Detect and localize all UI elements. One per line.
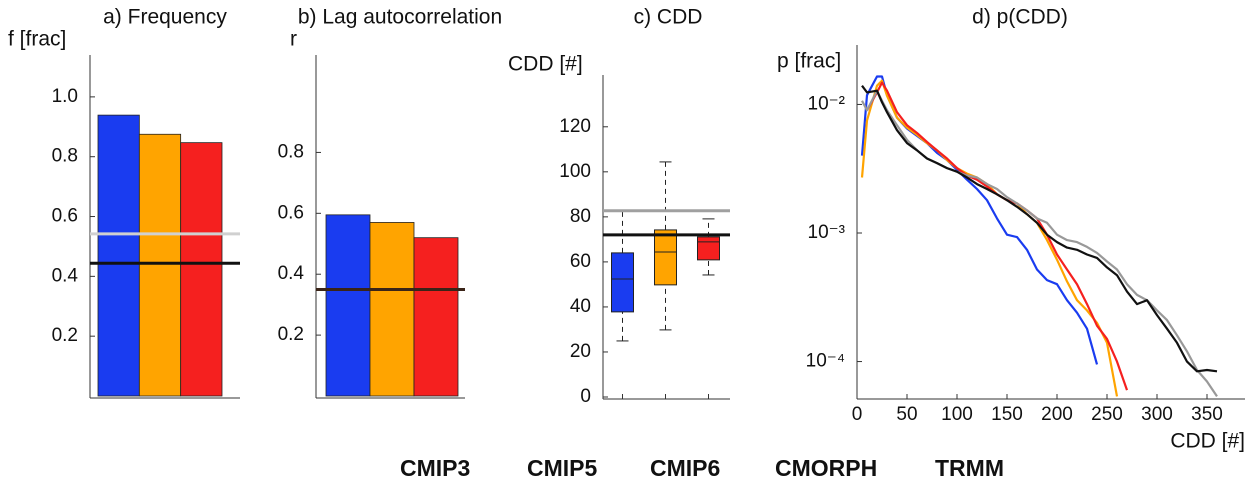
x-tick-label: 250 <box>1091 404 1123 425</box>
y-tick-label: 10⁻⁴ <box>806 351 845 372</box>
legend-entry: CMORPH <box>775 455 877 481</box>
series-line <box>860 75 1099 365</box>
y-axis-label: f [frac] <box>8 28 66 51</box>
series-line <box>861 89 1218 398</box>
bar <box>369 222 415 397</box>
bar <box>97 114 140 397</box>
y-tick-label: 0.8 <box>278 141 304 162</box>
y-tick-label: 60 <box>570 251 591 272</box>
legend-entry: CMIP5 <box>527 455 598 481</box>
series-line <box>861 85 1218 373</box>
legend-entry: CMIP3 <box>400 455 470 481</box>
y-tick-label: 20 <box>570 341 591 362</box>
x-tick-label: 100 <box>941 404 973 425</box>
bar <box>325 214 371 397</box>
x-tick-label: 200 <box>1041 404 1073 425</box>
x-tick-label: 0 <box>852 404 863 425</box>
box <box>611 252 634 313</box>
y-tick-label: 0.6 <box>52 206 78 227</box>
legend-entry: CMIP6 <box>650 455 720 481</box>
y-tick-label: 1.0 <box>52 86 78 107</box>
panel-title: c) CDD <box>634 6 703 29</box>
bar <box>180 142 223 397</box>
y-axis-label: p [frac] <box>777 50 841 73</box>
y-axis-label: CDD [#] <box>508 53 583 76</box>
x-axis-label: CDD [#] <box>1170 430 1245 453</box>
x-tick-label: 150 <box>991 404 1023 425</box>
y-axis-label: r <box>290 28 297 51</box>
panel-title: b) Lag autocorrelation <box>298 6 502 29</box>
plot-area <box>860 75 1218 398</box>
panel-title: a) Frequency <box>103 6 227 29</box>
y-tick-label: 80 <box>570 206 591 227</box>
y-tick-label: 10⁻³ <box>808 222 846 243</box>
x-tick-label: 350 <box>1191 404 1223 425</box>
series-line <box>866 81 1129 391</box>
y-tick-label: 0.2 <box>278 324 304 345</box>
y-tick-label: 0.2 <box>52 325 78 346</box>
box <box>654 229 677 286</box>
panel-title: d) p(CDD) <box>972 6 1068 29</box>
y-tick-label: 120 <box>559 116 591 137</box>
y-tick-label: 0.8 <box>52 146 78 167</box>
bar <box>138 133 182 397</box>
y-tick-label: 0.4 <box>52 265 79 286</box>
x-tick-label: 50 <box>896 404 917 425</box>
y-tick-label: 0.6 <box>278 202 304 223</box>
bar <box>413 237 459 397</box>
legend-entry: TRMM <box>935 455 1004 481</box>
y-tick-label: 0.4 <box>278 263 305 284</box>
y-tick-label: 0 <box>580 386 591 407</box>
box <box>697 236 720 261</box>
x-tick-label: 300 <box>1141 404 1173 425</box>
y-tick-label: 10⁻² <box>808 93 846 114</box>
y-tick-label: 40 <box>570 296 591 317</box>
y-tick-label: 100 <box>559 161 591 182</box>
